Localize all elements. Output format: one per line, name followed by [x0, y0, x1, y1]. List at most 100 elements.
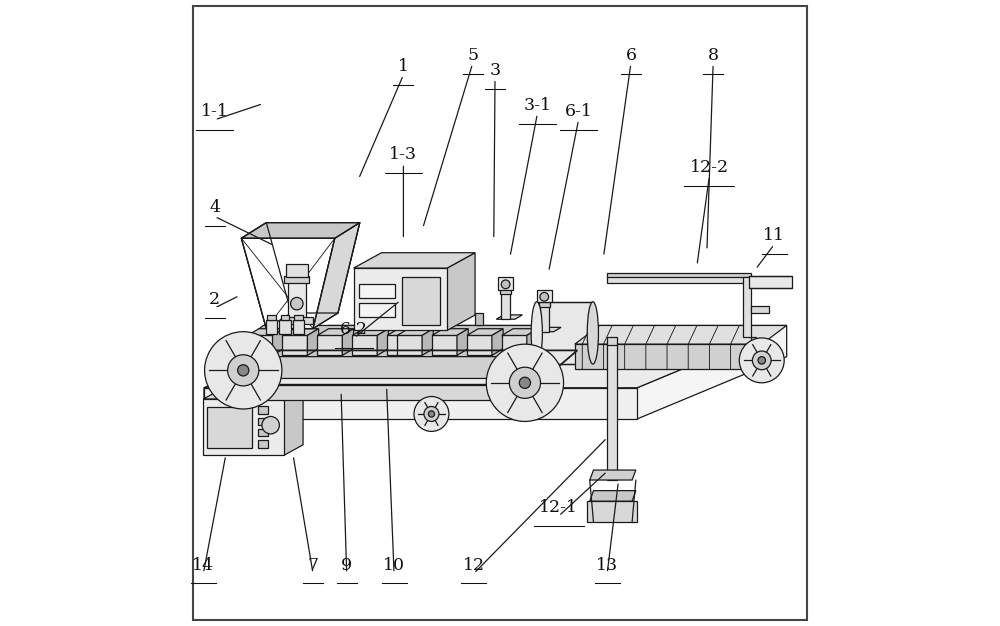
Text: 6: 6 [625, 47, 636, 64]
Text: 3-1: 3-1 [523, 96, 551, 113]
Bar [281, 316, 289, 321]
Ellipse shape [531, 302, 542, 364]
Bar [607, 343, 617, 480]
Text: 1-3: 1-3 [389, 146, 417, 163]
Circle shape [228, 355, 259, 386]
Circle shape [486, 344, 564, 421]
Bar [587, 501, 637, 522]
Polygon shape [248, 336, 273, 356]
Polygon shape [502, 329, 538, 336]
Bar [286, 264, 308, 277]
Polygon shape [273, 329, 284, 356]
Polygon shape [241, 239, 335, 329]
Polygon shape [352, 329, 388, 336]
Text: 1: 1 [398, 58, 409, 75]
Polygon shape [432, 336, 457, 356]
Text: 13: 13 [596, 557, 618, 573]
Bar [501, 293, 510, 319]
Text: 7: 7 [307, 557, 319, 573]
Circle shape [238, 365, 249, 376]
Bar [751, 354, 756, 361]
Polygon shape [575, 344, 762, 369]
Polygon shape [223, 384, 537, 400]
Bar [402, 277, 440, 326]
Circle shape [428, 411, 435, 417]
Circle shape [519, 377, 531, 388]
Polygon shape [313, 223, 360, 329]
Text: 6-1: 6-1 [565, 103, 592, 120]
Polygon shape [282, 336, 307, 356]
Bar [279, 321, 291, 334]
Polygon shape [226, 347, 575, 379]
Polygon shape [492, 329, 503, 356]
Bar [751, 363, 756, 369]
Polygon shape [203, 399, 284, 455]
Circle shape [205, 332, 282, 409]
Text: 12: 12 [463, 557, 485, 573]
Ellipse shape [587, 302, 598, 364]
Bar [258, 440, 268, 448]
Polygon shape [266, 223, 360, 313]
Circle shape [424, 406, 439, 421]
Bar [751, 305, 769, 313]
Polygon shape [422, 329, 433, 356]
Text: 9: 9 [341, 557, 352, 573]
Bar [258, 406, 268, 414]
Text: 12-1: 12-1 [539, 499, 578, 516]
Bar [258, 418, 268, 425]
Polygon shape [590, 491, 636, 501]
Polygon shape [412, 329, 423, 356]
Circle shape [501, 280, 510, 289]
Bar [258, 429, 268, 436]
Text: 4: 4 [209, 200, 220, 217]
Polygon shape [397, 329, 433, 336]
Text: 1-1: 1-1 [201, 103, 229, 120]
Polygon shape [590, 470, 636, 480]
Circle shape [752, 351, 771, 370]
Bar [281, 317, 313, 324]
Bar [204, 387, 637, 419]
Text: 14: 14 [192, 557, 214, 573]
Polygon shape [457, 329, 468, 356]
Bar [751, 337, 756, 343]
Polygon shape [575, 326, 787, 344]
Bar [743, 277, 751, 337]
Polygon shape [527, 329, 538, 356]
Polygon shape [377, 329, 388, 356]
Circle shape [414, 396, 449, 431]
Polygon shape [387, 329, 423, 336]
Polygon shape [241, 223, 360, 239]
Circle shape [262, 416, 279, 434]
Bar [359, 284, 395, 298]
Polygon shape [352, 336, 377, 356]
Bar [751, 346, 756, 352]
Bar [266, 321, 277, 334]
Circle shape [758, 357, 765, 364]
Text: 10: 10 [383, 557, 405, 573]
Polygon shape [226, 326, 575, 357]
Polygon shape [467, 329, 503, 336]
Polygon shape [284, 389, 303, 455]
Polygon shape [535, 327, 561, 332]
Bar [293, 321, 304, 334]
Text: 6-2: 6-2 [340, 321, 368, 338]
Bar [607, 273, 751, 277]
Text: 11: 11 [763, 227, 785, 244]
Polygon shape [282, 329, 319, 336]
Circle shape [540, 292, 549, 301]
Bar [539, 302, 550, 307]
Bar [284, 275, 309, 283]
Circle shape [509, 367, 541, 398]
Bar [607, 337, 617, 346]
Text: 8: 8 [708, 47, 719, 64]
Bar [500, 289, 511, 294]
Text: 2: 2 [209, 291, 220, 308]
Polygon shape [496, 315, 522, 319]
Circle shape [739, 338, 784, 383]
Bar [537, 302, 593, 364]
Bar [207, 407, 252, 448]
Text: 12-2: 12-2 [690, 159, 729, 176]
Polygon shape [307, 329, 319, 356]
Text: 3: 3 [489, 62, 501, 79]
Polygon shape [447, 253, 475, 331]
